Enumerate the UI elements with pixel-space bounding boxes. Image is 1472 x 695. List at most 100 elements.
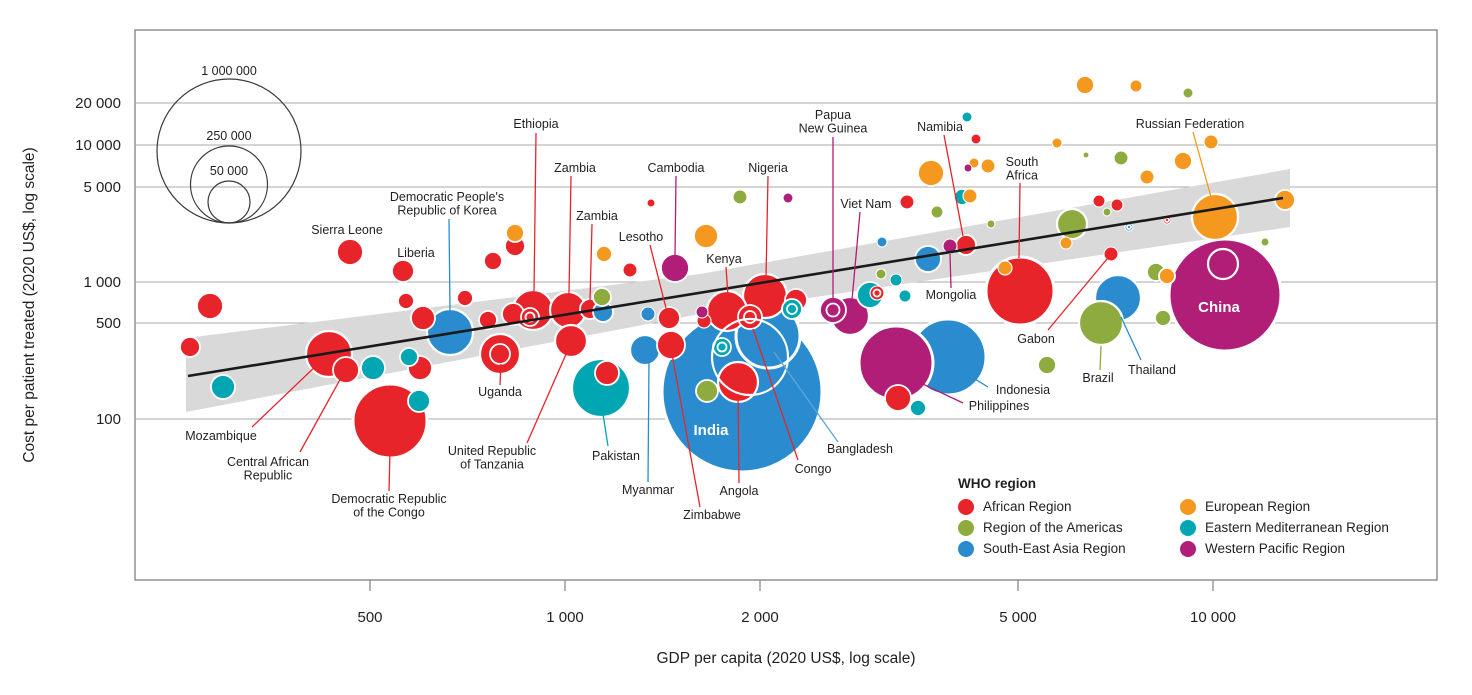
legend-dot-eur (1180, 498, 1196, 515)
bubble-sear-3 (914, 245, 942, 273)
size-legend-label-1-000-000: 1 000 000 (201, 64, 257, 78)
bubble-namibia (955, 234, 977, 256)
legend-label-emr: Eastern Mediterranean Region (1205, 520, 1389, 535)
leader-pakistan (602, 413, 609, 447)
size-legend-label-50-000: 50 000 (210, 164, 248, 178)
bubble-afr-6 (478, 310, 498, 330)
label-russian-federation: Russian Federation (1136, 117, 1244, 131)
label-sierra-leone: Sierra Leone (311, 223, 383, 237)
bubble-wpr-2 (963, 163, 973, 173)
bubble-wpr-0 (695, 305, 709, 319)
label-mozambique: Mozambique (185, 429, 257, 443)
legend-item-afr: African Region (958, 496, 1180, 517)
label-brazil: Brazil (1082, 371, 1113, 385)
leader-cambodia (674, 175, 677, 256)
bubble-eur-6 (980, 158, 996, 174)
bubble-afr-17 (884, 384, 912, 412)
bubble-emr-8 (898, 289, 912, 303)
size-legend-label-250-000: 250 000 (206, 129, 251, 143)
bubble-amr-13 (1182, 87, 1194, 99)
label-namibia: Namibia (917, 120, 963, 134)
legend-title: WHO region (958, 476, 1036, 491)
bubble-amr-10 (1113, 150, 1129, 166)
y-tick-label-100: 100 (96, 411, 121, 428)
bubble-amr-0 (592, 287, 612, 307)
label-angola: Angola (720, 484, 759, 498)
outline-ring-1 (710, 317, 790, 397)
bubble-central-african-republic (332, 356, 360, 384)
bubble-amr-6 (1037, 355, 1057, 375)
label-uganda: Uganda (478, 385, 522, 399)
bubble-amr-14 (1260, 237, 1270, 247)
label-gabon: Gabon (1017, 332, 1055, 346)
bubble-afr-12 (622, 262, 638, 278)
bubble-eur-0 (505, 223, 525, 243)
leader-viet-nam (851, 211, 861, 301)
bubble-afr-3 (410, 305, 436, 331)
bubble-brazil (1077, 299, 1125, 347)
bubble-amr-3 (875, 268, 887, 280)
bubble-amr-8 (1082, 151, 1090, 159)
label-cambodia: Cambodia (648, 161, 705, 175)
leader-united-republic-of-tanzania (526, 351, 568, 444)
bubble-amr-1 (695, 379, 719, 403)
label-democratic-republic-of-the-congo: Democratic Republic of the Congo (331, 492, 446, 520)
leader-zimbabwe (671, 353, 701, 508)
legend-item-sear: South-East Asia Region (958, 538, 1180, 559)
label-lesotho: Lesotho (619, 230, 664, 244)
legend-dot-wpr (1180, 540, 1196, 557)
label-congo: Congo (795, 462, 832, 476)
legend-item-amr: Region of the Americas (958, 517, 1180, 538)
legend-item-wpr: Western Pacific Region (1180, 538, 1389, 559)
bubble-south-africa (984, 255, 1056, 327)
bubble-emr-3 (407, 389, 431, 413)
x-tick-label-5-000: 5 000 (999, 609, 1037, 626)
label-united-republic-of-tanzania: United Republic of Tanzania (448, 444, 536, 472)
leader-zambia (568, 175, 572, 295)
label-democratic-people-s-republic-of-korea: Democratic People's Republic of Korea (390, 190, 504, 218)
leader-russian-federation (1192, 131, 1212, 198)
bubble-afr-11 (594, 360, 620, 386)
bubble-amr-12 (1154, 309, 1172, 327)
bubble-eur-8 (1051, 137, 1063, 149)
leader-indonesia (956, 367, 989, 388)
y-tick-label-20-000: 20 000 (75, 95, 121, 112)
bubble-sear-2 (876, 236, 888, 248)
bubble-gabon (1103, 246, 1119, 262)
label-viet-nam: Viet Nam (840, 197, 891, 211)
legend-col-2: European Region Eastern Mediterranean Reg… (1180, 496, 1389, 559)
outline-ring-0 (1206, 247, 1240, 281)
label-indonesia: Indonesia (996, 383, 1050, 397)
bubble-eur-2 (693, 223, 719, 249)
legend-dot-amr (958, 519, 974, 536)
leader-kenya (725, 266, 729, 297)
y-tick-label-5-000: 5 000 (83, 179, 121, 196)
bubble-sear-4-ring (1126, 224, 1132, 230)
bubble-eur-1 (595, 245, 613, 263)
bubble-eur-13 (1158, 267, 1176, 285)
leader-philippines (907, 376, 964, 404)
leader-central-african-republic (299, 375, 343, 453)
legend-label-amr: Region of the Americas (983, 520, 1123, 535)
bubble-myanmar (628, 333, 662, 367)
legend-col-1: African Region Region of the Americas Sout… (958, 496, 1180, 559)
label-mongolia: Mongolia (926, 288, 977, 302)
leader-democratic-people-s-republic-of-korea (448, 218, 451, 312)
leader-brazil (1099, 345, 1102, 371)
leader-myanmar (647, 359, 650, 483)
bubble-eur-9 (1059, 236, 1073, 250)
bubble-eur-7 (997, 260, 1013, 276)
bubble-afr-16-ring (872, 288, 882, 298)
bubble-afr-7 (483, 251, 503, 271)
bubble-sierra-leone (336, 238, 364, 266)
size-legend-circle-50-000 (207, 180, 251, 224)
bubble-afr-16 (869, 285, 885, 301)
leader-nigeria (765, 175, 769, 279)
bubble-russian-federation (1190, 192, 1240, 242)
y-axis-title: Cost per patient treated (2020 US$, log … (21, 147, 38, 463)
leader-mongolia (949, 253, 952, 289)
bubble-wpr-1 (782, 192, 794, 204)
bubble-emr-5 (781, 298, 803, 320)
bubble-united-republic-of-tanzania (553, 323, 589, 359)
